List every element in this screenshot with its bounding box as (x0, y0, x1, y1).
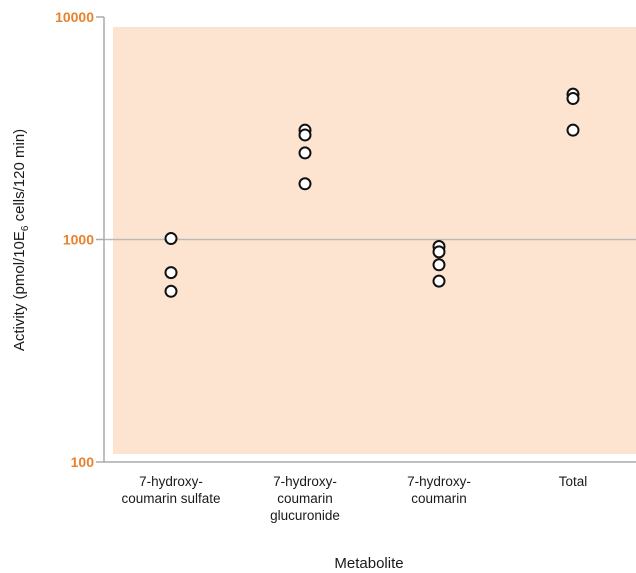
data-point (164, 232, 178, 246)
y-tick-label: 100 (71, 454, 95, 470)
x-tick-labels: 7-hydroxy-coumarin sulfate 7-hydroxy-coum… (121, 474, 587, 523)
plot-background (113, 27, 636, 454)
y-axis-title-subscript: 6 (20, 225, 31, 231)
x-tick-label: 7-hydroxy-coumarin sulfate (121, 474, 220, 506)
data-point (432, 258, 446, 272)
data-point (298, 177, 312, 191)
axes (96, 16, 636, 463)
y-tick-label: 1000 (63, 232, 94, 248)
data-point (566, 92, 580, 106)
y-axis-title-suffix: cells/120 min) (11, 129, 28, 226)
y-tick-label: 10000 (55, 9, 94, 25)
data-point (432, 274, 446, 288)
y-tick-labels: 10000 1000 100 (55, 9, 94, 470)
data-point (432, 245, 446, 259)
data-point (164, 284, 178, 298)
x-axis-title: Metabolite (334, 555, 403, 572)
data-point (164, 266, 178, 280)
data-point (566, 123, 580, 137)
y-axis-title: Activity (pmol/10E6 cells/120 min) (11, 129, 31, 351)
x-tick-label: Total (559, 474, 588, 489)
x-tick-label: 7-hydroxy-coumarin glucuronide (270, 474, 340, 523)
data-point (298, 128, 312, 142)
y-axis-title-prefix: Activity (pmol/10E (11, 231, 28, 351)
x-tick-label: 7-hydroxy-coumarin (407, 474, 471, 506)
data-points (164, 87, 580, 298)
data-point (298, 146, 312, 160)
